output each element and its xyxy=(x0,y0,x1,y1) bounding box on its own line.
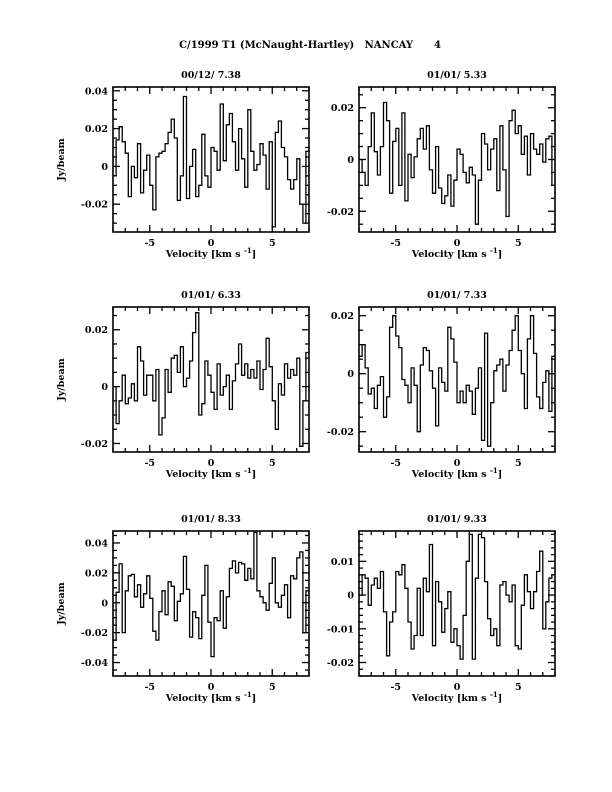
x-tick-label: 5 xyxy=(515,682,522,693)
y-axis-label: Jy/beam xyxy=(56,582,67,625)
y-axis-label: Jy/beam xyxy=(56,138,67,181)
x-tick-label: 0 xyxy=(208,458,215,469)
spectrum-line xyxy=(113,95,309,228)
y-tick-label: 0.02 xyxy=(85,124,108,135)
y-tick-label: -0.04 xyxy=(81,658,108,669)
y-tick-label: 0.02 xyxy=(85,568,108,579)
x-axis-label-text: Velocity [km s xyxy=(411,469,490,480)
y-tick-label: 0.04 xyxy=(85,538,109,549)
x-tick-label: 5 xyxy=(515,458,522,469)
y-tick-label: -0.02 xyxy=(81,200,108,211)
x-tick-label: 0 xyxy=(454,458,461,469)
x-axis-label-exponent: -1 xyxy=(244,690,252,699)
panel-title: 01/01/ 7.33 xyxy=(427,290,487,301)
x-tick-label: 5 xyxy=(515,238,522,249)
y-tick-label: 0 xyxy=(101,382,108,393)
x-tick-label: 0 xyxy=(208,238,215,249)
x-axis-label-exponent: -1 xyxy=(490,690,498,699)
x-axis-label-exponent: -1 xyxy=(490,466,498,475)
x-tick-label: 5 xyxy=(269,458,276,469)
x-axis-label-text: Velocity [km s xyxy=(165,249,244,260)
x-axis-label-end: ] xyxy=(498,249,503,260)
panel-title: 01/01/ 5.33 xyxy=(427,70,487,81)
x-axis-label: Velocity [km s -1] xyxy=(411,690,502,704)
x-tick-label: -5 xyxy=(390,458,401,469)
y-tick-label: -0.02 xyxy=(81,439,108,450)
panel-4: 01/01/ 7.33 -5 0 5 -0.02 0 0.02 Velocity [km s … xyxy=(327,290,556,480)
y-tick-label: -0.02 xyxy=(327,207,354,218)
x-axis-label-exponent: -1 xyxy=(244,466,252,475)
x-tick-label: 0 xyxy=(454,238,461,249)
x-tick-label: 0 xyxy=(454,682,461,693)
x-tick-label: -5 xyxy=(144,458,155,469)
x-tick-label: 5 xyxy=(269,238,276,249)
spectrum-line xyxy=(359,533,555,660)
x-tick-label: -5 xyxy=(144,238,155,249)
x-axis-label-end: ] xyxy=(498,693,503,704)
panel-title: 01/01/ 9.33 xyxy=(427,514,487,525)
y-axis-label: Jy/beam xyxy=(56,358,67,401)
panel-title: 00/12/ 7.38 xyxy=(181,70,241,81)
y-tick-label: 0 xyxy=(347,369,354,380)
y-tick-label: 0.02 xyxy=(85,325,108,336)
y-tick-label: -0.02 xyxy=(327,427,354,438)
y-tick-label: 0 xyxy=(347,591,354,602)
x-tick-label: -5 xyxy=(390,238,401,249)
x-tick-label: 5 xyxy=(269,682,276,693)
x-tick-label: -5 xyxy=(144,682,155,693)
x-axis-label-text: Velocity [km s xyxy=(165,469,244,480)
panel-2: 01/01/ 5.33 -5 0 5 -0.02 0 0.02 Velocity [km s … xyxy=(327,70,556,260)
x-tick-label: 0 xyxy=(208,682,215,693)
y-tick-label: 0 xyxy=(101,598,108,609)
y-tick-label: 0 xyxy=(101,162,108,173)
x-axis-label-text: Velocity [km s xyxy=(411,693,490,704)
spectrum-line xyxy=(359,315,555,447)
spectrum-line xyxy=(113,531,309,658)
panel-title: 01/01/ 6.33 xyxy=(181,290,241,301)
y-tick-label: -0.02 xyxy=(81,628,108,639)
y-tick-label: 0.02 xyxy=(331,103,354,114)
figure-title: C/1999 T1 (McNaught-Hartley) NANCAY 4 xyxy=(179,40,441,51)
x-axis-label: Velocity [km s -1] xyxy=(165,246,256,260)
y-tick-label: 0.01 xyxy=(331,557,354,568)
panel-5: 01/01/ 8.33 -5 0 5 -0.04 -0.02 0 0.02 0.04 Veloci… xyxy=(56,514,310,704)
x-axis-label-end: ] xyxy=(252,693,257,704)
x-tick-label: -5 xyxy=(390,682,401,693)
x-axis-label-exponent: -1 xyxy=(490,246,498,255)
panel-3: 01/01/ 6.33 -5 0 5 -0.02 0 0.02 Velocity [km s … xyxy=(56,290,310,480)
x-axis-label-end: ] xyxy=(498,469,503,480)
y-tick-label: 0 xyxy=(347,155,354,166)
panel-title: 01/01/ 8.33 xyxy=(181,514,241,525)
y-tick-label: -0.02 xyxy=(327,658,354,669)
spectrum-line xyxy=(359,101,555,225)
x-axis-label-end: ] xyxy=(252,469,257,480)
spectrum-line xyxy=(113,312,309,447)
x-axis-label: Velocity [km s -1] xyxy=(165,466,256,480)
x-axis-label: Velocity [km s -1] xyxy=(411,246,502,260)
x-axis-label: Velocity [km s -1] xyxy=(411,466,502,480)
x-axis-label-exponent: -1 xyxy=(244,246,252,255)
x-axis-label-text: Velocity [km s xyxy=(165,693,244,704)
panel-1: 00/12/ 7.38 -5 0 5 -0.02 0 0.02 0.04 Velocity [k… xyxy=(56,70,310,260)
x-axis-label: Velocity [km s -1] xyxy=(165,690,256,704)
y-tick-label: 0.04 xyxy=(85,86,109,97)
y-tick-label: 0.02 xyxy=(331,311,354,322)
panels: 00/12/ 7.38 -5 0 5 -0.02 0 0.02 0.04 Velocity [k… xyxy=(56,70,556,704)
x-axis-label-end: ] xyxy=(252,249,257,260)
x-axis-label-text: Velocity [km s xyxy=(411,249,490,260)
panel-6: 01/01/ 9.33 -5 0 5 -0.02 -0.01 0 0.01 Velocity [… xyxy=(327,514,556,704)
y-tick-label: -0.01 xyxy=(327,624,354,635)
